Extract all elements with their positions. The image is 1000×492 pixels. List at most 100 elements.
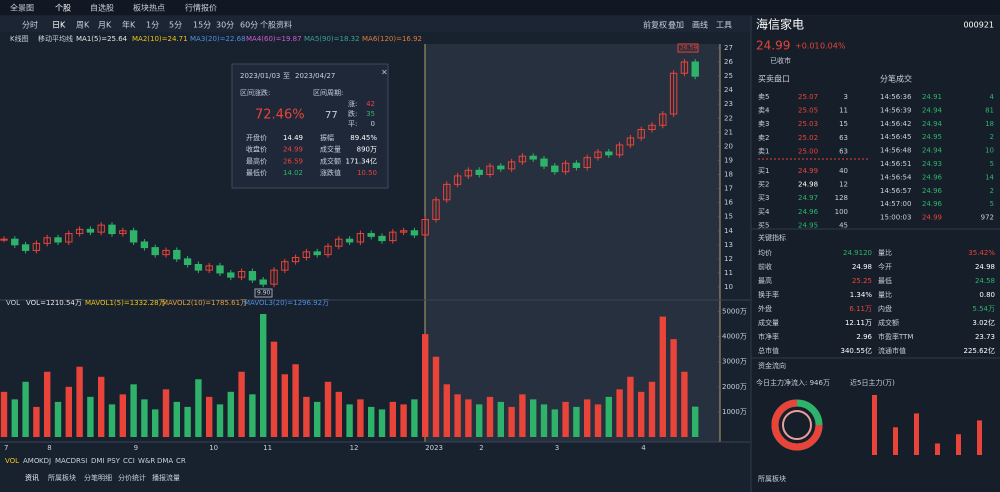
candle — [626, 137, 635, 146]
period-tab[interactable]: 30分 — [216, 21, 234, 30]
bottom-tab[interactable]: 所属板块 — [48, 473, 76, 482]
period-tab[interactable]: 年K — [122, 20, 136, 30]
section-title: 所属板块 — [758, 474, 786, 483]
candle — [507, 161, 516, 170]
indicator-value: 24.98 — [975, 263, 995, 271]
volume-bar — [659, 316, 666, 437]
y-tick-label: 14 — [724, 227, 733, 235]
period-tab[interactable]: 周K — [76, 21, 90, 30]
period-tab[interactable]: 月K — [98, 21, 112, 30]
vol-label: MAVOL1(5)=1332.28万 — [85, 299, 166, 307]
tool-button[interactable]: 前复权 — [643, 20, 667, 30]
indicator-tab[interactable]: CR — [176, 457, 186, 465]
indicator-tab[interactable]: RSI — [76, 457, 87, 465]
volume-bar — [378, 409, 386, 437]
fund-today: 今日主力净流入: 946万 — [756, 378, 830, 387]
indicator-label: 流通市值 — [878, 346, 906, 355]
tool-button[interactable]: 画线 — [692, 20, 708, 30]
indicator-tab[interactable]: DMI — [91, 457, 105, 465]
volume-bar — [422, 334, 429, 437]
nav-tab[interactable]: 板块热点 — [133, 3, 165, 13]
popup-close[interactable]: × — [381, 68, 388, 77]
candle — [291, 256, 300, 263]
book-label: 卖1 — [758, 147, 769, 155]
tool-button[interactable]: 工具 — [716, 21, 732, 30]
y-tick-label: 16 — [724, 199, 733, 207]
period-tab[interactable]: 分时 — [22, 20, 38, 30]
indicator-tab[interactable]: VOL — [5, 457, 19, 465]
book-price: 25.02 — [798, 134, 818, 142]
volume-bar — [44, 371, 51, 437]
period-tab[interactable]: 1分 — [146, 21, 159, 30]
candle — [453, 175, 462, 185]
x-tick-label: 2023 — [425, 444, 443, 452]
nav-tab[interactable]: 自选股 — [90, 3, 114, 13]
candle — [497, 165, 505, 170]
indicator-tab[interactable]: PSY — [107, 457, 121, 465]
stock-change: +0.01 — [795, 42, 820, 51]
toolbar — [0, 16, 750, 32]
nav-tab[interactable]: 个股 — [55, 4, 71, 13]
indicator-tab[interactable]: DMA — [157, 457, 173, 465]
volume-bar — [573, 406, 580, 437]
section-title: 资金流向 — [758, 361, 786, 370]
stock-name: 海信家电 — [756, 17, 804, 32]
x-tick-label: 12 — [350, 444, 359, 452]
y-tick-label: 27 — [724, 44, 733, 52]
candle — [529, 155, 537, 160]
candle — [75, 228, 84, 235]
trade-time: 15:00:03 — [880, 214, 911, 222]
indicator-tab[interactable]: KDJ — [39, 457, 51, 465]
bottom-tab[interactable]: 分价统计 — [118, 473, 146, 482]
candle — [183, 258, 192, 265]
indicator-tab[interactable]: MACD — [55, 457, 76, 465]
candle — [680, 61, 689, 74]
nav-tab[interactable]: 行情报价 — [185, 3, 217, 13]
candle — [378, 235, 386, 242]
period-tab[interactable]: 个股资料 — [260, 20, 292, 30]
indicator-label: 换手率 — [758, 290, 779, 299]
indicator-tab[interactable]: AMO — [23, 457, 40, 465]
bottom-tab[interactable]: 分笔明细 — [84, 473, 112, 482]
trade-volume: 81 — [985, 106, 994, 114]
min-marker: 9.90 — [257, 290, 271, 297]
indicator-label: 前收 — [758, 262, 772, 271]
indicator-value: 0.80 — [979, 291, 995, 299]
candle — [0, 238, 8, 241]
candle — [486, 165, 494, 175]
indicator-value: 3.02亿 — [972, 318, 995, 327]
bottom-tab[interactable]: 资讯 — [25, 473, 39, 482]
popup-value: 89.45% — [350, 134, 377, 142]
indicator-value: 24.58 — [975, 277, 995, 285]
vol-label: MAVOL3(20)=1296.92万 — [244, 299, 329, 307]
volume-bar — [551, 409, 558, 437]
period-tab[interactable]: 60分 — [240, 21, 258, 30]
max-marker-box — [677, 43, 699, 53]
volume-bar — [303, 396, 310, 437]
tool-button[interactable]: 叠加 — [668, 20, 684, 30]
y-tick-label: 12 — [724, 255, 733, 263]
x-tick-label: 4 — [641, 444, 646, 452]
fund-bar — [872, 395, 877, 455]
bottom-tab[interactable]: 播报流量 — [152, 473, 180, 482]
x-tick-label: 3 — [555, 444, 559, 452]
donut-inner — [782, 410, 812, 440]
period-tab[interactable]: 5分 — [169, 21, 182, 30]
nav-tab[interactable]: 全景图 — [10, 3, 34, 13]
popup-label: 区间周期: — [313, 89, 343, 97]
volume-bar — [54, 401, 62, 437]
trade-time: 14:56:36 — [880, 93, 912, 101]
volume-bar — [195, 379, 202, 437]
period-tab[interactable]: 日K — [52, 21, 66, 30]
indicator-tab[interactable]: W&R — [138, 457, 155, 465]
volume-bar — [249, 394, 256, 437]
volume-bar — [357, 399, 364, 437]
indicator-tab[interactable]: CCI — [123, 457, 135, 465]
candle — [86, 228, 95, 233]
candle — [259, 279, 267, 285]
book-price: 25.07 — [798, 93, 818, 101]
book-price: 24.97 — [798, 194, 818, 202]
volume-bar — [616, 389, 623, 437]
popup-date: 2023/01/03 — [240, 72, 280, 80]
period-tab[interactable]: 15分 — [193, 21, 211, 30]
